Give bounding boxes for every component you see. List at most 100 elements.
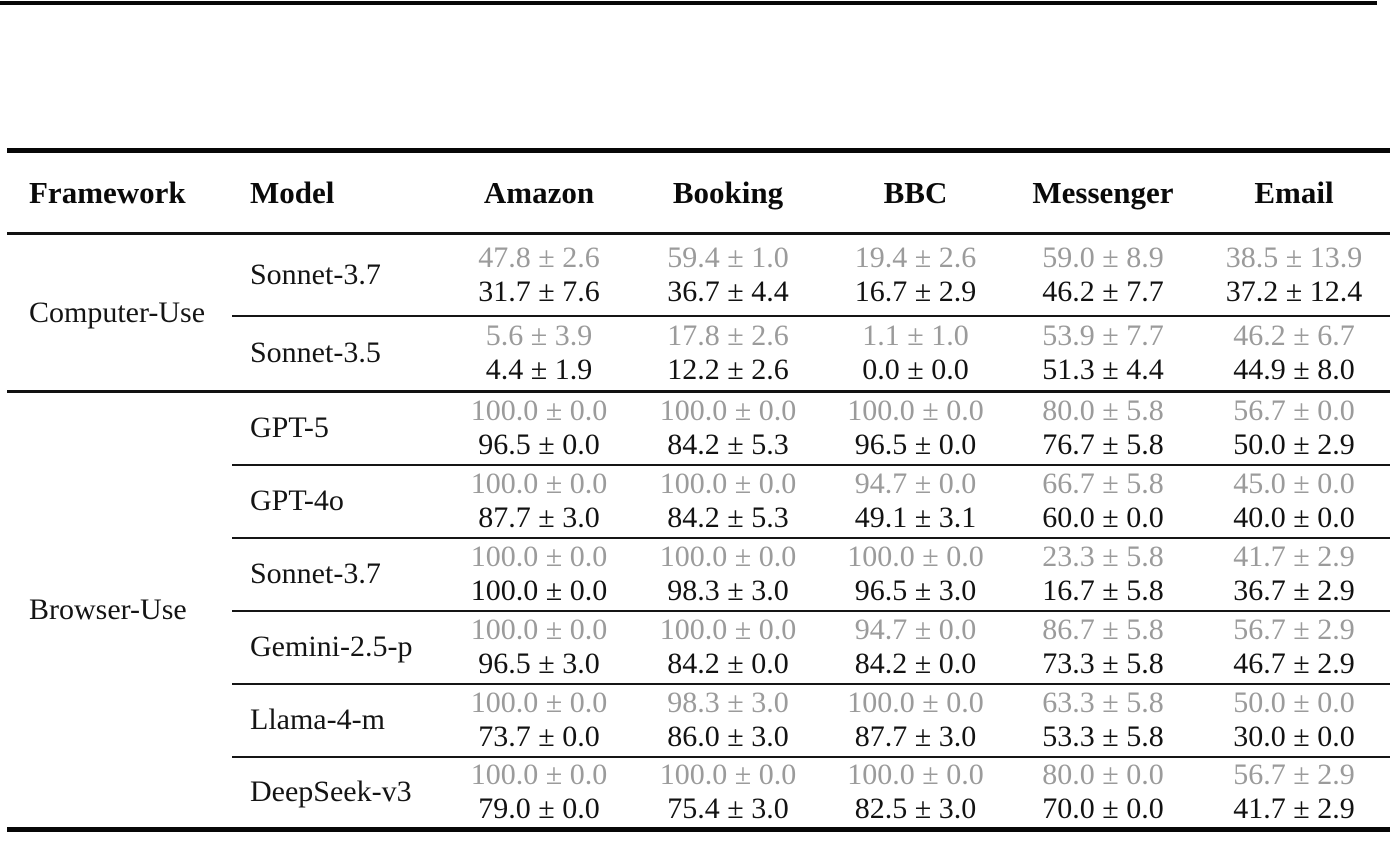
score-value-top: 100.0 ± 0.0 xyxy=(470,394,608,428)
score-value-top: 66.7 ± 5.8 xyxy=(1042,467,1164,500)
framework-group: Browser-Use GPT-5 100.0 ± 0.0 96.5 ± 0.0 100… xyxy=(7,391,1390,830)
score-cell-email: 46.2 ± 6.7 44.9 ± 8.0 xyxy=(1198,315,1390,393)
score-value-bottom: 96.5 ± 0.0 xyxy=(478,428,600,462)
framework-label: Browser-Use xyxy=(29,593,187,626)
score-value-bottom: 84.2 ± 5.3 xyxy=(667,428,789,462)
score-value-bottom: 87.7 ± 3.0 xyxy=(478,501,600,534)
score-value-top: 59.4 ± 1.0 xyxy=(667,240,789,274)
score-cell-email: 45.0 ± 0.0 40.0 ± 0.0 xyxy=(1198,464,1390,539)
score-value-top: 100.0 ± 0.0 xyxy=(470,686,608,719)
score-value-top: 63.3 ± 5.8 xyxy=(1042,686,1164,719)
score-value-top: 100.0 ± 0.0 xyxy=(470,613,608,646)
score-cell-bbc: 1.1 ± 1.0 0.0 ± 0.0 xyxy=(823,315,1008,393)
score-value-bottom: 16.7 ± 2.9 xyxy=(854,274,977,308)
score-value-bottom: 75.4 ± 3.0 xyxy=(667,792,789,826)
score-value-bottom: 96.5 ± 3.0 xyxy=(854,574,977,607)
score-cell-bbc: 100.0 ± 0.0 96.5 ± 0.0 xyxy=(823,391,1008,466)
score-cell-messenger: 80.0 ± 5.8 76.7 ± 5.8 xyxy=(1008,391,1198,466)
score-cell-booking: 100.0 ± 0.0 84.2 ± 5.3 xyxy=(633,391,823,466)
score-value-top: 100.0 ± 0.0 xyxy=(659,467,797,500)
score-value-top: 47.8 ± 2.6 xyxy=(478,240,600,274)
score-cell-booking: 100.0 ± 0.0 75.4 ± 3.0 xyxy=(633,757,823,830)
score-cell-bbc: 94.7 ± 0.0 84.2 ± 0.0 xyxy=(823,610,1008,685)
score-value-top: 56.7 ± 2.9 xyxy=(1233,613,1355,646)
score-value-bottom: 79.0 ± 0.0 xyxy=(478,792,600,826)
header-model: Model xyxy=(232,150,445,235)
header-email: Email xyxy=(1198,150,1390,235)
score-cell-email: 50.0 ± 0.0 30.0 ± 0.0 xyxy=(1198,683,1390,758)
score-cell-booking: 100.0 ± 0.0 98.3 ± 3.0 xyxy=(633,537,823,612)
score-cell-bbc: 100.0 ± 0.0 87.7 ± 3.0 xyxy=(823,683,1008,758)
score-value-bottom: 36.7 ± 2.9 xyxy=(1233,574,1355,607)
score-value-bottom: 76.7 ± 5.8 xyxy=(1042,428,1164,462)
model-label: Gemini-2.5-p xyxy=(232,610,445,685)
score-value-bottom: 51.3 ± 4.4 xyxy=(1042,353,1164,387)
score-value-bottom: 49.1 ± 3.1 xyxy=(854,501,977,534)
score-value-bottom: 87.7 ± 3.0 xyxy=(854,720,977,753)
model-label: GPT-5 xyxy=(232,391,445,466)
score-value-bottom: 73.3 ± 5.8 xyxy=(1042,647,1164,680)
score-cell-booking: 59.4 ± 1.0 36.7 ± 4.4 xyxy=(633,233,823,317)
score-value-top: 100.0 ± 0.0 xyxy=(659,540,797,573)
score-cell-booking: 17.8 ± 2.6 12.2 ± 2.6 xyxy=(633,315,823,393)
score-value-bottom: 30.0 ± 0.0 xyxy=(1233,720,1355,753)
score-cell-amazon: 100.0 ± 0.0 87.7 ± 3.0 xyxy=(445,464,633,539)
score-value-bottom: 46.2 ± 7.7 xyxy=(1042,274,1164,308)
table-header: Framework Model Amazon Booking BBC Messe… xyxy=(7,150,1390,235)
score-value-top: 59.0 ± 8.9 xyxy=(1042,240,1164,274)
model-label: Llama-4-m xyxy=(232,683,445,758)
page-top-rule xyxy=(0,1,1377,5)
score-value-bottom: 44.9 ± 8.0 xyxy=(1233,353,1355,387)
score-cell-bbc: 100.0 ± 0.0 82.5 ± 3.0 xyxy=(823,757,1008,830)
score-value-bottom: 16.7 ± 5.8 xyxy=(1042,574,1164,607)
score-value-top: 100.0 ± 0.0 xyxy=(470,758,608,792)
score-value-bottom: 0.0 ± 0.0 xyxy=(862,353,969,387)
score-cell-booking: 100.0 ± 0.0 84.2 ± 5.3 xyxy=(633,464,823,539)
score-value-bottom: 84.2 ± 5.3 xyxy=(667,501,789,534)
score-cell-messenger: 23.3 ± 5.8 16.7 ± 5.8 xyxy=(1008,537,1198,612)
model-row: Gemini-2.5-p 100.0 ± 0.0 96.5 ± 3.0 100.0 ±… xyxy=(7,610,1390,685)
model-row: Llama-4-m 100.0 ± 0.0 73.7 ± 0.0 98.3 ± 3.0… xyxy=(7,683,1390,758)
score-value-bottom: 98.3 ± 3.0 xyxy=(667,574,789,607)
score-cell-amazon: 5.6 ± 3.9 4.4 ± 1.9 xyxy=(445,315,633,393)
score-cell-messenger: 66.7 ± 5.8 60.0 ± 0.0 xyxy=(1008,464,1198,539)
score-value-top: 80.0 ± 5.8 xyxy=(1042,394,1164,428)
score-value-bottom: 70.0 ± 0.0 xyxy=(1042,792,1164,826)
score-value-top: 5.6 ± 3.9 xyxy=(485,319,593,353)
header-row: Framework Model Amazon Booking BBC Messe… xyxy=(7,150,1390,235)
score-value-top: 100.0 ± 0.0 xyxy=(847,686,984,719)
score-value-top: 80.0 ± 0.0 xyxy=(1042,758,1164,792)
score-value-bottom: 73.7 ± 0.0 xyxy=(478,720,600,753)
framework-group: Computer-Use Sonnet-3.7 47.8 ± 2.6 31.7 ± 7… xyxy=(7,233,1390,393)
results-table: Framework Model Amazon Booking BBC Messe… xyxy=(7,148,1390,832)
score-value-bottom: 36.7 ± 4.4 xyxy=(667,274,789,308)
score-cell-messenger: 59.0 ± 8.9 46.2 ± 7.7 xyxy=(1008,233,1198,317)
header-framework: Framework xyxy=(7,150,232,235)
header-booking: Booking xyxy=(633,150,823,235)
score-value-top: 100.0 ± 0.0 xyxy=(847,758,984,792)
score-value-top: 46.2 ± 6.7 xyxy=(1233,319,1355,353)
score-value-bottom: 50.0 ± 2.9 xyxy=(1233,428,1355,462)
score-cell-booking: 98.3 ± 3.0 86.0 ± 3.0 xyxy=(633,683,823,758)
model-label: Sonnet-3.7 xyxy=(232,233,445,317)
score-cell-bbc: 100.0 ± 0.0 96.5 ± 3.0 xyxy=(823,537,1008,612)
score-value-top: 23.3 ± 5.8 xyxy=(1042,540,1164,573)
header-messenger: Messenger xyxy=(1008,150,1198,235)
score-value-top: 100.0 ± 0.0 xyxy=(659,394,797,428)
score-value-top: 100.0 ± 0.0 xyxy=(847,394,984,428)
score-cell-email: 41.7 ± 2.9 36.7 ± 2.9 xyxy=(1198,537,1390,612)
model-label: Sonnet-3.7 xyxy=(232,537,445,612)
score-cell-amazon: 100.0 ± 0.0 73.7 ± 0.0 xyxy=(445,683,633,758)
score-cell-amazon: 100.0 ± 0.0 100.0 ± 0.0 xyxy=(445,537,633,612)
score-value-top: 56.7 ± 2.9 xyxy=(1233,758,1355,792)
score-cell-messenger: 53.9 ± 7.7 51.3 ± 4.4 xyxy=(1008,315,1198,393)
score-value-top: 94.7 ± 0.0 xyxy=(854,613,977,646)
score-value-top: 19.4 ± 2.6 xyxy=(854,240,977,274)
score-value-top: 53.9 ± 7.7 xyxy=(1042,319,1164,353)
score-value-top: 94.7 ± 0.0 xyxy=(854,467,977,500)
model-row: DeepSeek-v3 100.0 ± 0.0 79.0 ± 0.0 100.0 ± … xyxy=(7,757,1390,830)
score-value-bottom: 41.7 ± 2.9 xyxy=(1233,792,1355,826)
score-value-bottom: 84.2 ± 0.0 xyxy=(667,647,789,680)
model-row: Sonnet-3.7 100.0 ± 0.0 100.0 ± 0.0 100.0 ± … xyxy=(7,537,1390,612)
score-value-bottom: 100.0 ± 0.0 xyxy=(470,574,608,607)
